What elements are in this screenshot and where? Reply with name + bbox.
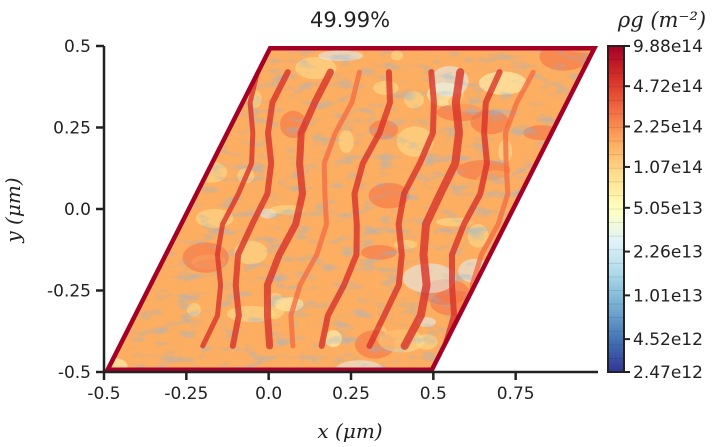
x-tick-label: -0.25 bbox=[164, 384, 208, 404]
x-tick-label: 0.75 bbox=[497, 384, 535, 404]
x-tick-label: 0.25 bbox=[332, 384, 370, 404]
colorbar-tick-label: 4.72e14 bbox=[633, 77, 703, 97]
colorbar-tick-label: 5.05e13 bbox=[633, 199, 703, 219]
colorbar-tick-label: 2.26e13 bbox=[633, 243, 703, 263]
chart-title: 49.99% bbox=[310, 8, 390, 32]
colorbar-tick-label: 4.52e12 bbox=[633, 330, 703, 350]
colorbar-tick-label: 9.88e14 bbox=[633, 37, 703, 57]
heatmap-streak bbox=[318, 69, 393, 349]
x-tick-label: 0.5 bbox=[420, 384, 447, 404]
y-tick-label: 0.0 bbox=[64, 200, 91, 220]
heatmap-streak bbox=[263, 68, 334, 350]
heatmap-streak bbox=[400, 68, 465, 350]
y-tick-label: -0.5 bbox=[58, 363, 91, 383]
y-axis-label: y (μm) bbox=[1, 177, 25, 243]
heatmap-streak bbox=[366, 69, 437, 349]
heatmap-field bbox=[104, 46, 598, 372]
y-tick-label: -0.25 bbox=[47, 282, 91, 302]
x-axis-label: x (μm) bbox=[317, 419, 382, 443]
colorbar-tick-label: 1.01e13 bbox=[633, 286, 703, 306]
y-tick-label: 0.5 bbox=[64, 37, 91, 57]
colorbar-tick-label: 2.25e14 bbox=[633, 118, 703, 138]
colorbar-tick-label: 2.47e12 bbox=[633, 363, 703, 383]
x-axis-ticks: -0.5 -0.25 0.0 0.25 0.5 0.75 bbox=[87, 372, 535, 404]
x-tick-label: 0.0 bbox=[255, 384, 282, 404]
y-axis-ticks: 0.5 0.25 0.0 -0.25 -0.5 bbox=[47, 37, 104, 383]
x-tick-label: -0.5 bbox=[87, 384, 120, 404]
heatmap-streak bbox=[288, 69, 362, 349]
colorbar-bands bbox=[608, 59, 624, 359]
colorbar-label: ρg (m⁻²) bbox=[617, 8, 706, 32]
colorbar-ticks: 9.88e14 4.72e14 2.25e14 1.07e14 5.05e13 2.26e… bbox=[624, 37, 703, 383]
heatmap-boundary bbox=[104, 46, 598, 372]
colorbar-tick-label: 1.07e14 bbox=[633, 158, 703, 178]
heatmap-streak bbox=[229, 69, 291, 349]
y-tick-label: 0.25 bbox=[53, 119, 91, 139]
heatmap-streak bbox=[442, 69, 503, 349]
colorbar bbox=[607, 45, 625, 373]
heatmap-streaks bbox=[200, 68, 536, 350]
heatmap-texture bbox=[104, 46, 598, 372]
heatmap-streak bbox=[200, 69, 260, 349]
